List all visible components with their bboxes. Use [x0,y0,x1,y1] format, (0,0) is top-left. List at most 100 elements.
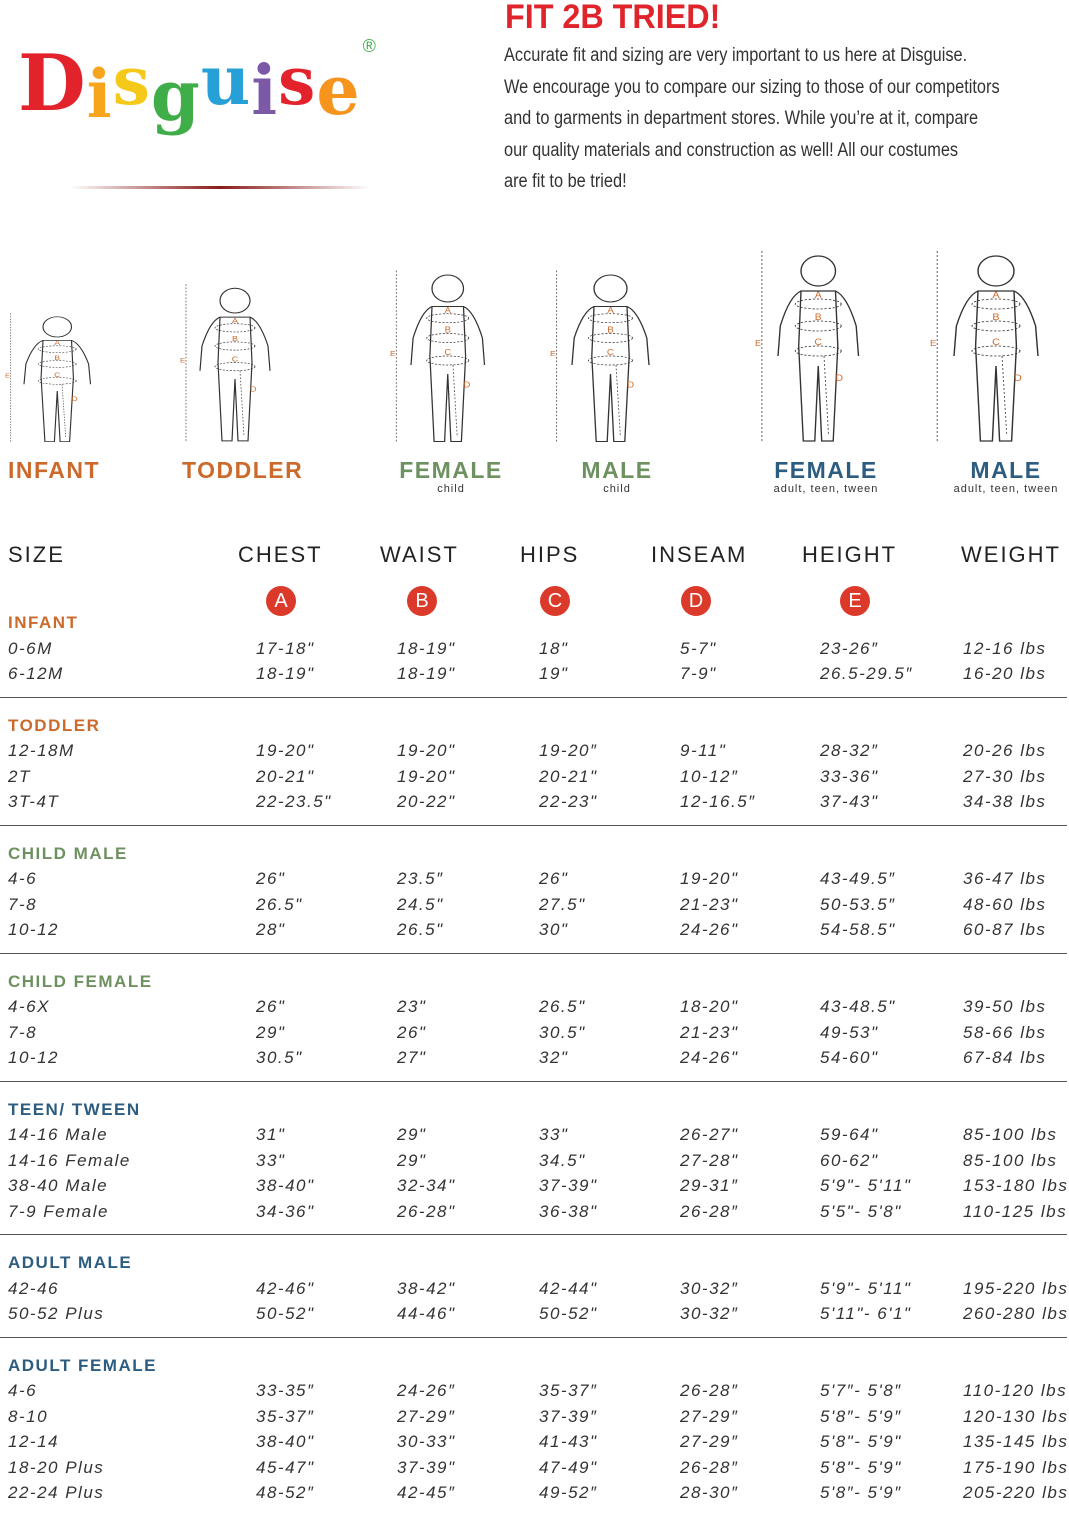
cell-size: 4-6X [8,997,50,1016]
cell-hips: 34.5" [539,1150,586,1170]
cell-inseam: 26-28″ [680,1201,739,1221]
cell-height: 54-58.5" [820,920,896,939]
cell-height: 60-62" [820,1150,879,1170]
intro-line: Accurate fit and sizing are very importa… [504,45,968,66]
cell-hips: 20-21" [539,766,598,786]
cell-waist: 42-45″ [397,1483,456,1502]
cell-inseam: 10-12″ [680,766,739,786]
cell-chest: 34-36" [256,1201,315,1221]
cell-weight: 85-100 lbs [963,1150,1058,1170]
body-outline [199,316,271,442]
cell-waist: 19-20" [397,741,456,760]
body-outline [410,305,486,443]
registered-mark: ® [363,36,376,56]
figure-label: FEMALE [399,457,503,483]
badge-a: A [266,586,296,616]
cell-chest: 45-47" [256,1457,315,1477]
table-row: 12-18M 19-20" 19-20" 19-20″ 9-11" 28-32″ 20-26… [0,738,1067,764]
cell-size: 22-24 Plus [8,1483,105,1502]
header-chest: CHEST [238,542,323,567]
cell-waist: 30-33" [397,1432,456,1451]
page-title: FIT 2B TRIED! [505,0,721,36]
cell-chest: 29" [256,1022,286,1042]
cell-height: 49-53" [820,1022,879,1042]
inseam-line [239,370,245,437]
cell-waist: 29" [397,1125,427,1144]
cell-size: 6-12M [8,664,64,683]
mark-e: E [5,373,11,379]
cell-waist: 19-20" [397,766,456,786]
intro-line: our quality materials and construction a… [504,139,959,161]
figure-sublabel: child [437,483,465,495]
cell-size: 2T [8,766,31,786]
cell-inseam: 27-28" [680,1150,739,1170]
cell-hips: 33" [539,1125,569,1144]
mark-c: C [607,348,615,357]
table-row: 10-12 30.5" 27" 32" 24-26" 54-60" 67-84 lbs [0,1045,1067,1071]
section-label: CHILD FEMALE [8,971,153,991]
cell-weight: 39-50 lbs [963,997,1047,1016]
cell-size: 7-9 Female [8,1201,109,1221]
cell-chest: 28" [256,920,286,939]
cell-chest: 42-46" [256,1278,315,1298]
cell-waist: 23.5″ [397,869,444,888]
mark-e: E [180,356,185,364]
cell-hips: 30.5" [539,1022,586,1042]
measure-ring [588,355,633,366]
measure-ring [214,362,256,372]
cell-waist: 26" [397,1022,427,1042]
cell-height: 59-64" [820,1125,879,1144]
table-row: 10-12 28" 26.5" 30" 24-26" 54-58.5" 60-87 lbs [0,917,1067,943]
measure-ring [971,345,1021,357]
mark-d: D [836,374,843,384]
measure-ring [794,298,842,310]
cell-inseam: 27-29″ [680,1432,739,1451]
cell-inseam: 24-26" [680,920,739,939]
section-teen-tween: TEEN/ TWEEN 14-16 Male 31" 29" 33" 26-27" 59-6… [0,1097,1068,1235]
cell-weight: 34-38 lbs [963,792,1047,811]
figure-sublabel: child [603,483,631,495]
cell-hips: 19" [539,664,569,683]
cell-chest: 26" [256,869,286,888]
table-row: 3T-4T 22-23.5" 20-22" 22-23" 12-16.5″ 37-43" 3… [0,789,1067,815]
cell-waist: 18-19" [397,664,456,683]
cell-waist: 24-26″ [397,1381,456,1400]
section-label: INFANT [8,613,79,632]
cell-inseam: 30-32″ [680,1304,739,1323]
table-row: 4-6X 26" 23" 26.5" 18-20" 43-48.5" 39-50 lbs [0,994,1067,1020]
table-row: 6-12M 18-19" 18-19" 19" 7-9" 26.5-29.5″ 16-20 … [0,661,1067,687]
mark-a: A [607,306,614,315]
figure-sublabel: adult, teen, tween [953,483,1059,495]
mark-d: D [250,385,257,393]
cell-chest: 26" [256,997,286,1016]
cell-size: 42-46 [8,1278,59,1298]
cell-waist: 23" [397,997,427,1016]
cell-hips: 27.5" [539,894,586,914]
table-row: 7-8 26.5" 24.5" 27.5" 21-23" 50-53.5″ 48-60 lb… [0,892,1067,918]
header-inseam: INSEAM [651,542,748,567]
cell-weight: 110-125 lbs [963,1201,1068,1221]
table-row: 14-16 Male 31" 29" 33" 26-27" 59-64" 85-100 lb… [0,1122,1067,1148]
mark-a: A [815,291,822,301]
cell-weight: 195-220 lbs [963,1278,1069,1298]
cell-weight: 60-87 lbs [963,920,1047,939]
cell-chest: 30.5" [256,1048,303,1067]
figure-female-adult-icon: A B C D E [755,251,860,442]
cell-chest: 35-37″ [256,1406,315,1426]
mark-c: C [444,348,452,357]
mark-a: A [445,305,451,314]
table-row: 4-6 26" 23.5″ 26" 19-20" 43-49.5″ 36-47 lbs [0,866,1067,892]
body-outline [777,290,860,442]
cell-weight: 20-26 lbs [963,741,1047,760]
cell-weight: 27-30 lbs [963,766,1047,786]
cell-hips: 35-37″ [539,1381,598,1400]
cell-chest: 33-35″ [256,1381,315,1400]
cell-chest: 38-40" [256,1432,315,1451]
measure-ring [971,298,1021,310]
cell-size: 12-18M [8,741,75,760]
cell-height: 50-53.5″ [820,894,896,914]
cell-hips: 41-43" [539,1432,598,1451]
table-row: 14-16 Female 33" 29" 34.5" 27-28" 60-62" 85-10… [0,1148,1067,1174]
mark-b: B [815,313,822,323]
cell-inseam: 24-26" [680,1048,739,1067]
